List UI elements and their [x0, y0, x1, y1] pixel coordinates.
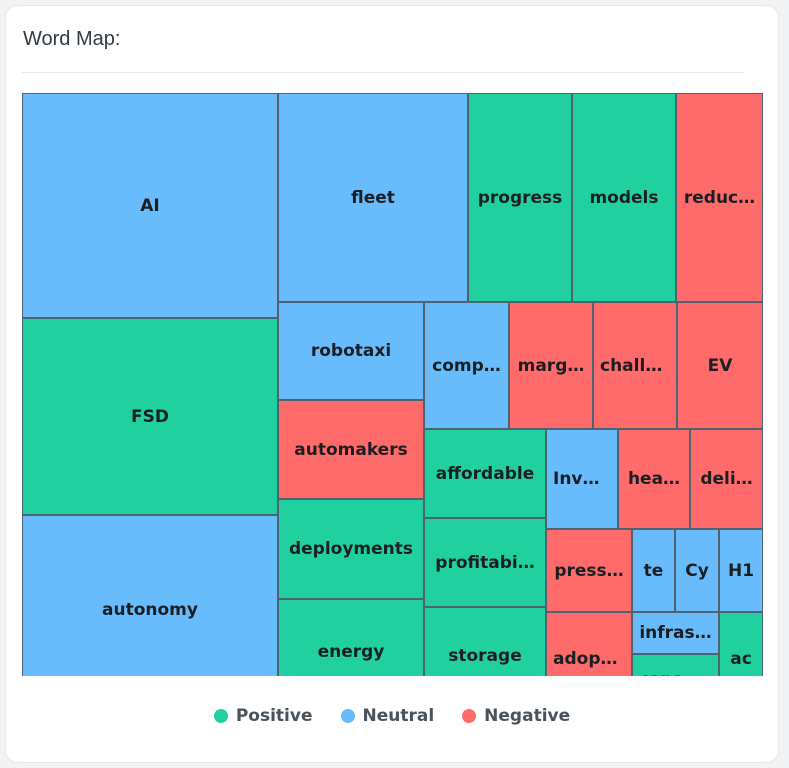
treemap-tile: fleet	[278, 93, 468, 302]
tile-label: energy	[317, 642, 385, 662]
treemap-tile: comp…	[424, 302, 509, 429]
treemap-tile: deli…	[690, 429, 763, 529]
treemap-tile: models	[572, 93, 676, 302]
tile-label: robotaxi	[310, 341, 392, 361]
tile-label: models	[589, 187, 659, 208]
tile-label: Cy	[685, 560, 709, 581]
treemap-tile: marg…	[509, 302, 593, 429]
treemap-tile: infras…	[632, 612, 719, 654]
treemap-tile: automakers	[278, 400, 424, 499]
word-map-card: Word Map: AI FSD autonomy fleet progress mode…	[6, 6, 778, 762]
tile-label: profitabi…	[435, 552, 535, 573]
legend-dot	[340, 709, 355, 723]
tile-label: FSD	[131, 406, 169, 427]
treemap-tile: FSD	[22, 318, 278, 515]
tile-label: Inve…	[553, 469, 612, 489]
tile-label: deli…	[700, 469, 753, 489]
tile-label: progress	[477, 187, 563, 208]
treemap-tile: capab…	[632, 654, 719, 676]
tile-label: fleet	[351, 187, 395, 208]
tile-label: reduc…	[683, 187, 756, 208]
treemap-tile: storage	[424, 607, 546, 676]
tile-label: infras…	[639, 623, 712, 643]
tile-label: marg…	[517, 355, 585, 376]
tile-label: affordable	[435, 463, 535, 484]
tile-label: AI	[140, 195, 160, 216]
legend-item-negative[interactable]: Negative	[462, 706, 570, 726]
treemap-tile: deployments	[278, 499, 424, 599]
treemap-tile: ac	[719, 612, 763, 676]
tile-label: autonomy	[102, 600, 198, 620]
treemap-tile: EV	[677, 302, 763, 429]
treemap-tile: reduc…	[676, 93, 763, 302]
word-treemap: AI FSD autonomy fleet progress models reduc… ro…	[22, 93, 763, 676]
legend-dot	[213, 709, 228, 723]
treemap-tile: adopt…	[546, 612, 632, 676]
tile-label: hea…	[627, 469, 681, 489]
treemap-tile: hea…	[618, 429, 690, 529]
tile-label: automakers	[294, 439, 408, 460]
treemap-tile: press…	[546, 529, 632, 612]
legend-label: Neutral	[362, 706, 435, 726]
tile-label: deployments	[288, 539, 414, 559]
treemap-tile: energy	[278, 599, 424, 676]
treemap-tile: te	[632, 529, 675, 612]
tile-label: storage	[448, 646, 522, 666]
tile-label: challe…	[600, 355, 674, 376]
treemap-tile: challe…	[593, 302, 677, 429]
treemap-tile: Inve…	[546, 429, 618, 529]
tile-label: EV	[707, 355, 733, 376]
tile-label: te	[643, 560, 664, 581]
legend-item-neutral[interactable]: Neutral	[340, 706, 435, 726]
legend-label: Negative	[484, 706, 571, 726]
tile-label: adopt…	[553, 648, 626, 669]
treemap-tile: profitabi…	[424, 518, 546, 607]
chart-legend: Positive Neutral Negative	[6, 706, 778, 726]
tile-label: H1	[727, 560, 755, 581]
treemap-tile: progress	[468, 93, 572, 302]
treemap-tile: affordable	[424, 429, 546, 518]
treemap-tile: robotaxi	[278, 302, 424, 400]
tile-label: capab…	[633, 670, 718, 677]
treemap-tile: H1	[719, 529, 763, 612]
legend-dot	[462, 709, 477, 723]
treemap-tile: Cy	[675, 529, 719, 612]
tile-label: press…	[554, 560, 624, 581]
treemap-tile: AI	[22, 93, 278, 318]
legend-label: Positive	[235, 706, 313, 726]
legend-item-positive[interactable]: Positive	[213, 706, 313, 726]
card-title: Word Map:	[23, 28, 121, 50]
tile-label: ac	[730, 648, 752, 669]
title-divider	[22, 72, 744, 73]
tile-label: comp…	[432, 355, 501, 376]
treemap-tile: autonomy	[22, 515, 278, 676]
